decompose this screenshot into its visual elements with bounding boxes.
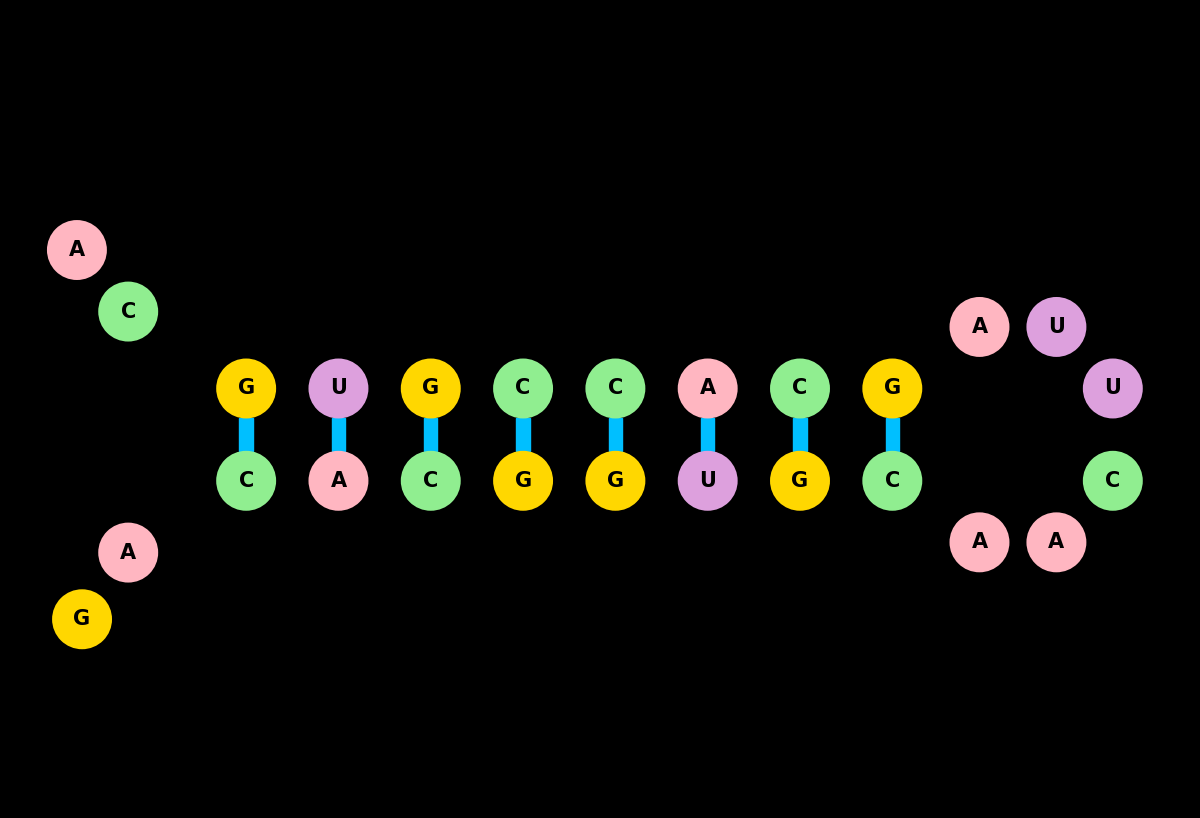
Circle shape xyxy=(1027,299,1085,356)
Circle shape xyxy=(679,452,737,510)
Text: C: C xyxy=(884,471,900,491)
Circle shape xyxy=(679,360,737,417)
Circle shape xyxy=(772,452,829,510)
Bar xyxy=(793,418,806,451)
Bar xyxy=(331,418,346,451)
Text: G: G xyxy=(883,379,901,398)
Text: A: A xyxy=(972,317,988,337)
Text: C: C xyxy=(120,302,136,321)
Text: G: G xyxy=(515,471,532,491)
Text: G: G xyxy=(238,379,254,398)
Bar xyxy=(516,418,529,451)
Text: U: U xyxy=(330,379,347,398)
Circle shape xyxy=(402,452,460,510)
Text: A: A xyxy=(972,533,988,552)
Circle shape xyxy=(864,360,922,417)
Text: A: A xyxy=(700,379,715,398)
Circle shape xyxy=(1084,452,1141,510)
Bar xyxy=(424,418,438,451)
Circle shape xyxy=(772,360,829,417)
Text: U: U xyxy=(1104,379,1121,398)
Circle shape xyxy=(1084,360,1141,417)
Text: A: A xyxy=(68,240,85,260)
Circle shape xyxy=(864,452,922,510)
Circle shape xyxy=(494,360,552,417)
Bar xyxy=(608,418,622,451)
Circle shape xyxy=(217,452,275,510)
Text: A: A xyxy=(120,542,137,563)
Circle shape xyxy=(494,452,552,510)
Circle shape xyxy=(950,299,1008,356)
Text: A: A xyxy=(330,471,347,491)
Circle shape xyxy=(310,452,367,510)
Text: U: U xyxy=(1048,317,1064,337)
Circle shape xyxy=(1027,514,1085,571)
Circle shape xyxy=(402,360,460,417)
Bar xyxy=(701,418,714,451)
Text: C: C xyxy=(424,471,438,491)
Bar xyxy=(886,418,899,451)
Text: G: G xyxy=(607,471,624,491)
Text: G: G xyxy=(73,609,91,629)
Text: U: U xyxy=(700,471,716,491)
Text: C: C xyxy=(792,379,808,398)
Text: C: C xyxy=(516,379,530,398)
Circle shape xyxy=(53,591,110,648)
Circle shape xyxy=(310,360,367,417)
Circle shape xyxy=(100,283,157,340)
Circle shape xyxy=(48,222,106,279)
Circle shape xyxy=(587,360,644,417)
Text: G: G xyxy=(422,379,439,398)
Text: A: A xyxy=(1049,533,1064,552)
Text: G: G xyxy=(792,471,809,491)
Text: C: C xyxy=(607,379,623,398)
Text: C: C xyxy=(239,471,253,491)
Bar xyxy=(240,418,253,451)
Text: C: C xyxy=(1105,471,1121,491)
Circle shape xyxy=(950,514,1008,571)
Circle shape xyxy=(587,452,644,510)
Circle shape xyxy=(100,524,157,582)
Circle shape xyxy=(217,360,275,417)
